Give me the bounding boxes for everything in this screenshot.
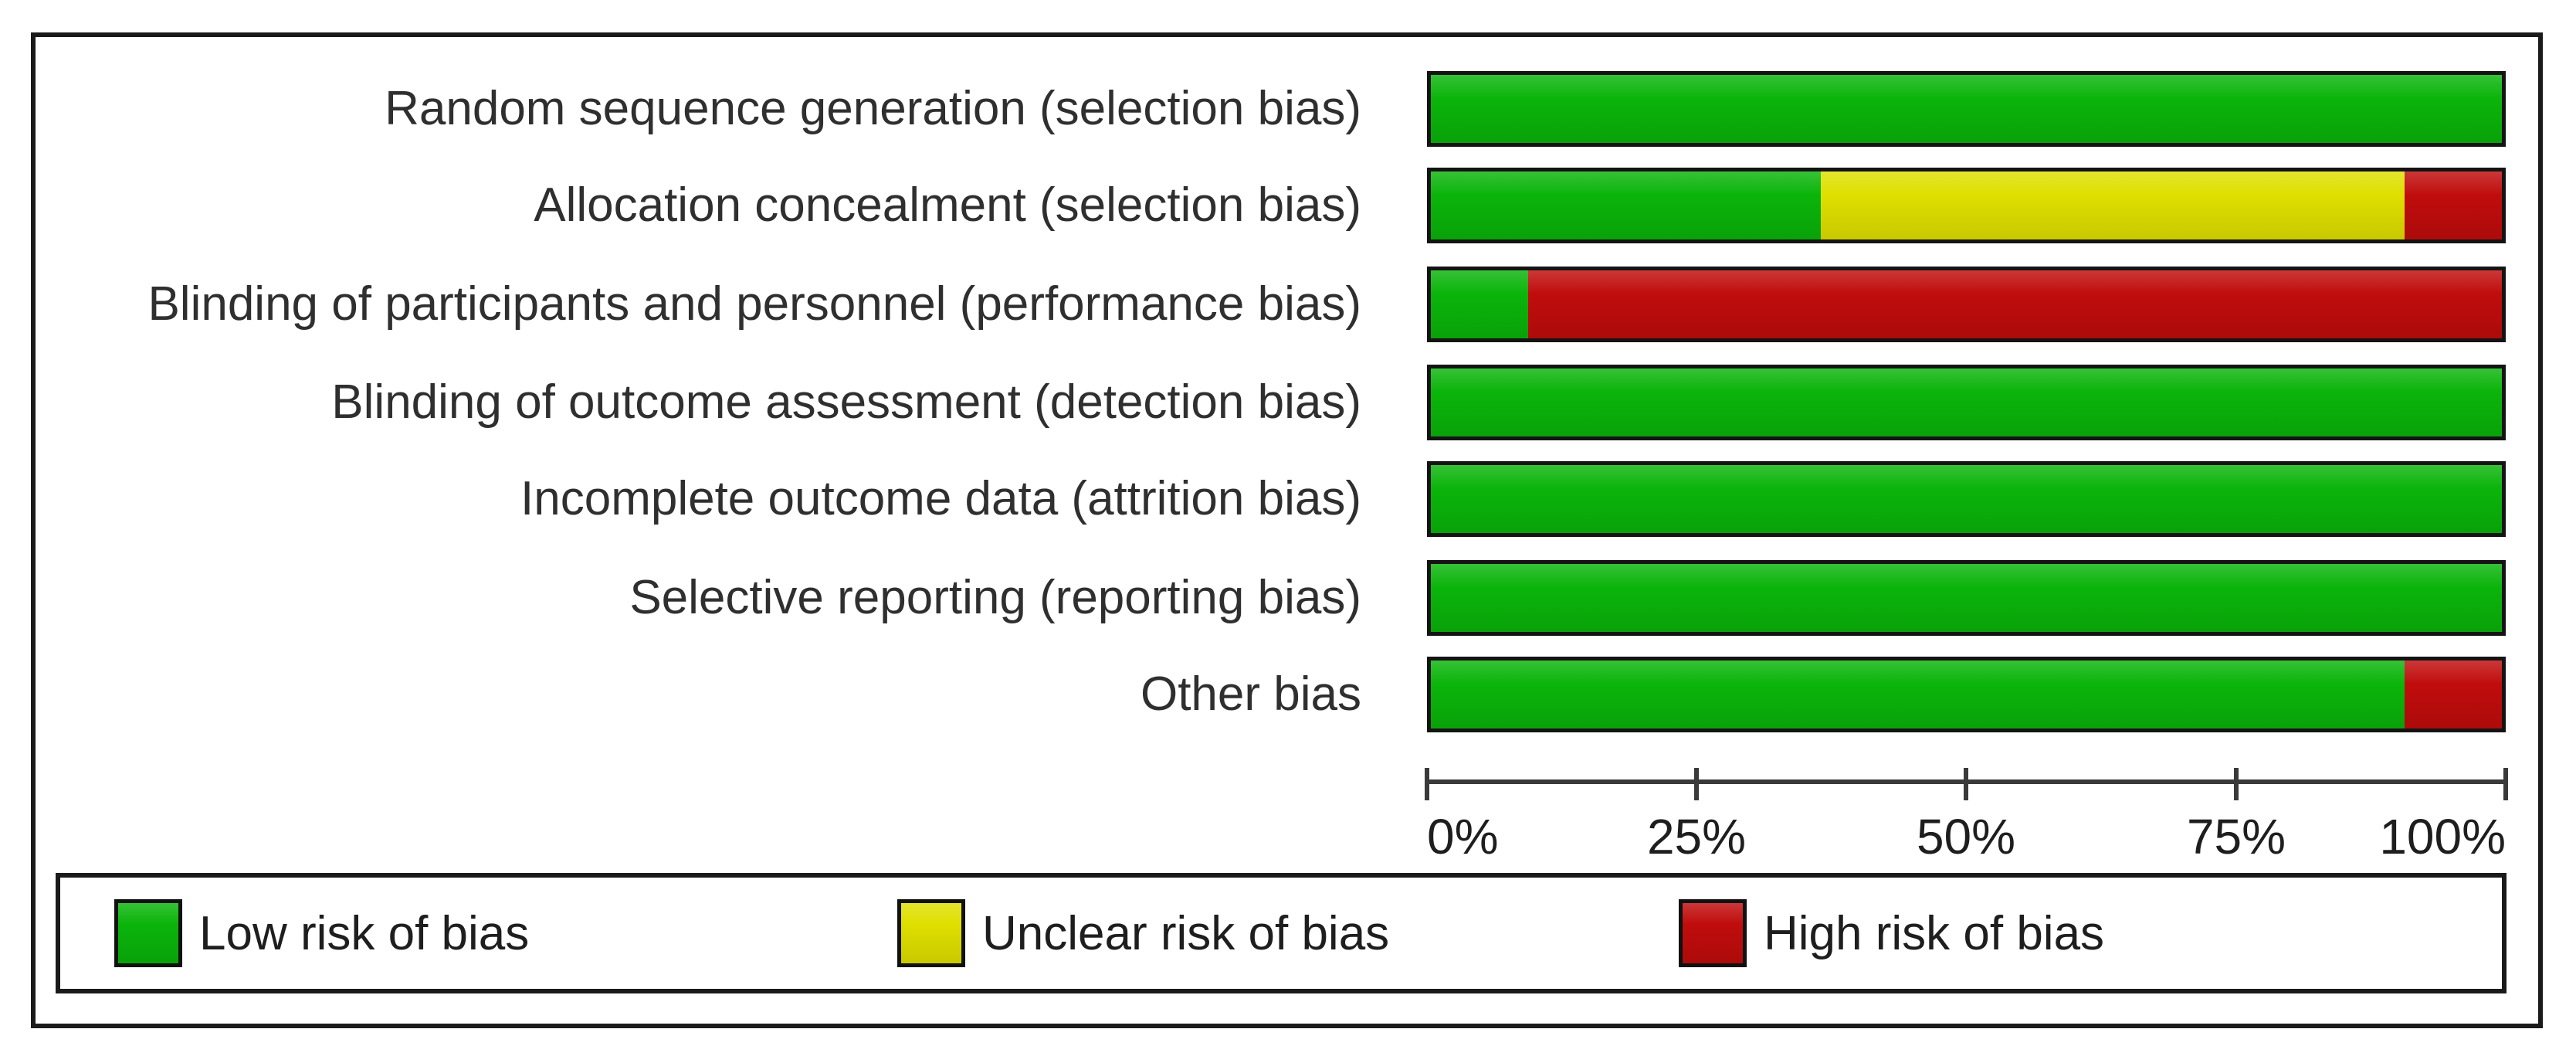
segment-low-risk: [1431, 75, 2502, 143]
stacked-bar: [1427, 168, 2506, 243]
x-axis-tick-label: 50%: [1916, 809, 2016, 864]
x-axis-tick-label: 75%: [2186, 809, 2286, 864]
stacked-bar: [1427, 560, 2506, 636]
stacked-bar: [1427, 267, 2506, 342]
legend-item: High risk of bias: [1679, 873, 2104, 993]
segment-unclear-risk: [1820, 172, 2405, 239]
legend-swatch-high-risk: [1679, 899, 1747, 967]
segment-high-risk: [1528, 270, 2502, 338]
legend-label: Low risk of bias: [199, 906, 530, 960]
legend-item: Unclear risk of bias: [897, 873, 1389, 993]
category-label: Selective reporting (reporting bias): [629, 571, 1361, 624]
category-label: Other bias: [1140, 667, 1361, 721]
segment-low-risk: [1431, 172, 1821, 239]
stacked-bar: [1427, 657, 2506, 732]
stacked-bar: [1427, 365, 2506, 440]
legend-swatch-low-risk: [114, 899, 182, 967]
category-label: Incomplete outcome data (attrition bias): [520, 472, 1361, 525]
x-axis-tick-mark: [2503, 768, 2508, 800]
category-label: Allocation concealment (selection bias): [534, 178, 1361, 232]
stacked-bar: [1427, 461, 2506, 537]
category-label: Blinding of participants and personnel (…: [147, 277, 1361, 331]
segment-low-risk: [1431, 270, 1529, 338]
legend-box: [56, 873, 2507, 993]
segment-low-risk: [1431, 661, 2405, 728]
x-axis-tick-label: 100%: [2379, 809, 2506, 864]
stacked-bar: [1427, 71, 2506, 147]
x-axis-tick-mark: [1694, 768, 1699, 800]
category-label: Random sequence generation (selection bi…: [385, 82, 1361, 135]
segment-high-risk: [2404, 172, 2502, 239]
legend-swatch-unclear-risk: [897, 899, 965, 967]
x-axis-tick-label: 25%: [1646, 809, 1747, 864]
legend-label: Unclear risk of bias: [982, 906, 1390, 960]
legend-label: High risk of bias: [1764, 906, 2105, 960]
segment-low-risk: [1431, 465, 2502, 533]
x-axis-tick-mark: [1964, 768, 1968, 800]
segment-high-risk: [2404, 661, 2502, 728]
x-axis-tick-mark: [2234, 768, 2239, 800]
segment-low-risk: [1431, 564, 2502, 632]
x-axis-tick-label: 0%: [1427, 809, 1499, 864]
category-label: Blinding of outcome assessment (detectio…: [331, 375, 1361, 429]
segment-low-risk: [1431, 368, 2502, 436]
x-axis-tick-mark: [1425, 768, 1429, 800]
legend-item: Low risk of bias: [114, 873, 529, 993]
